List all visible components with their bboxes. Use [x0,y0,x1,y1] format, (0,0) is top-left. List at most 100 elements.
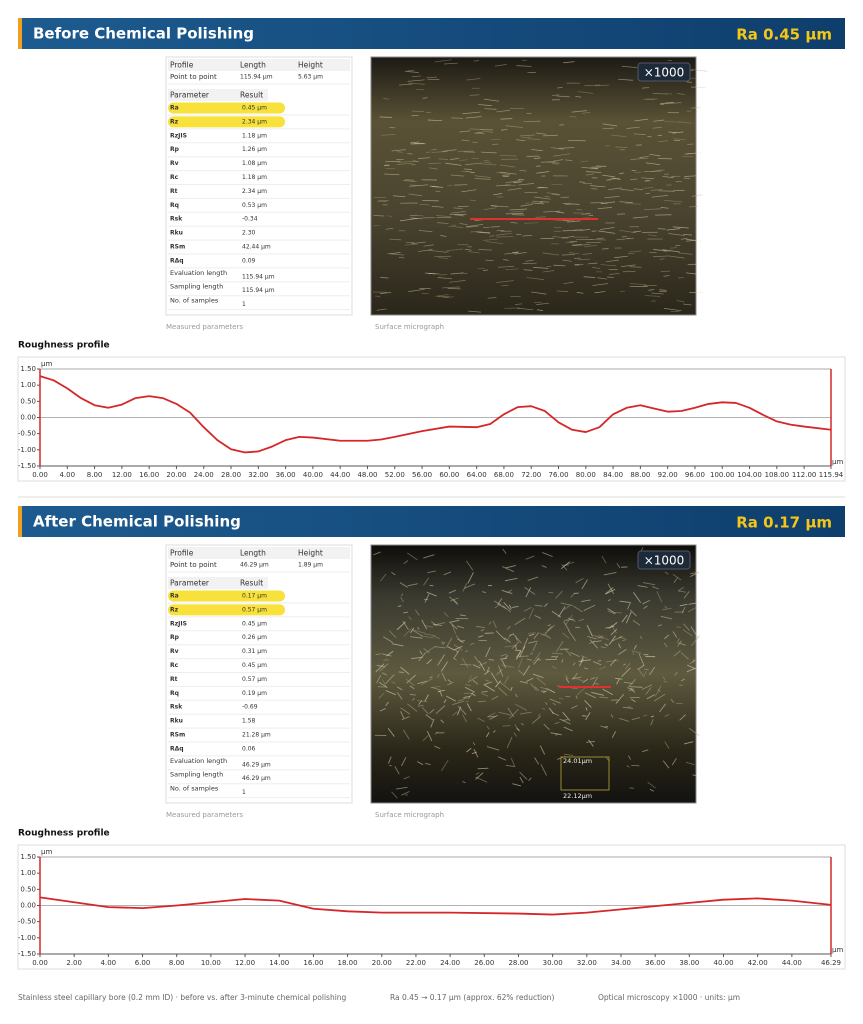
texture-streak [571,705,578,709]
x-tick-label: 12.00 [235,959,255,967]
texture-streak [649,666,656,676]
texture-streak [611,134,627,137]
magnification: ×1000 [644,554,685,568]
texture-streak [380,573,387,582]
texture-streak [398,671,404,673]
texture-streak [387,727,395,737]
texture-streak [519,169,527,172]
texture-streak [442,149,457,152]
param-name: Rz [170,118,179,125]
texture-streak [451,624,457,634]
texture-streak [379,708,386,712]
texture-streak [438,257,449,259]
texture-streak [443,571,452,576]
x-tick-label: 72.00 [521,471,541,479]
texture-streak [423,244,434,247]
texture-streak [423,624,434,628]
texture-streak [588,739,594,747]
texture-streak [499,155,517,157]
texture-streak [589,167,599,169]
texture-streak [679,121,692,124]
texture-streak [421,707,429,715]
texture-streak [532,642,538,652]
texture-streak [490,672,499,684]
texture-streak [581,599,591,603]
texture-streak [502,566,515,573]
texture-streak [498,266,515,268]
texture-streak [449,597,459,602]
texture-streak [411,164,416,166]
texture-streak [578,659,591,662]
texture-streak [494,605,499,609]
texture-streak [664,571,669,575]
texture-streak [491,205,509,208]
texture-streak [493,193,503,196]
texture-streak [605,625,615,629]
texture-streak [690,626,698,638]
texture-streak [513,732,518,737]
texture-streak [425,645,436,654]
param-name: Rq [170,690,179,697]
texture-streak [510,686,513,691]
texture-streak [399,83,413,86]
texture-streak [664,713,670,717]
texture-streak [662,676,666,681]
texture-streak [610,714,614,718]
texture-streak [437,654,446,666]
x-tick-label: 112.00 [792,471,817,479]
texture-streak [619,229,637,234]
texture-streak [469,128,482,130]
texture-streak [435,294,449,297]
texture-streak [424,593,430,603]
texture-streak [573,605,583,613]
texture-streak [483,207,497,211]
param-value: 2.30 [242,230,256,237]
texture-streak [469,94,480,96]
texture-streak [400,597,404,603]
texture-streak [571,243,582,246]
texture-streak [657,140,668,143]
texture-streak [563,61,575,64]
texture-streak [641,177,655,180]
texture-streak [561,659,564,663]
texture-streak [491,695,499,700]
texture-streak [584,692,597,699]
texture-streak [631,649,635,656]
texture-streak [384,173,400,176]
texture-streak [477,767,489,770]
texture-streak [418,230,433,233]
param-value: 0.17 µm [242,593,267,600]
texture-streak [551,665,557,670]
texture-streak [496,280,514,283]
texture-streak [450,174,465,177]
texture-streak [465,170,475,173]
section: After Chemical Polishing Ra 0.17 µm Profil… [17,506,846,970]
texture-streak [591,691,605,696]
texture-streak [556,290,569,292]
texture-streak [382,679,388,688]
table-caption: Measured parameters [166,323,243,331]
texture-streak [417,680,428,685]
param-value: 0.45 µm [242,105,267,112]
texture-streak [519,711,532,715]
table-header-cell: Result [240,579,263,588]
texture-streak [501,589,513,595]
texture-streak [660,207,669,209]
texture-streak [532,200,543,203]
param-name: Evaluation length [170,269,227,277]
param-name: Rp [170,634,180,641]
texture-streak [565,614,573,625]
texture-streak [453,657,457,661]
param-value: 0.09 [242,257,256,264]
texture-streak [554,721,560,725]
y-tick-label: -1.00 [18,446,36,454]
texture-streak [539,632,545,636]
param-value: 46.29 µm [242,775,271,782]
texture-streak [555,640,564,653]
texture-streak [447,288,461,290]
texture-streak [524,222,539,224]
texture-streak [691,635,700,647]
x-tick-label: 22.00 [406,959,426,967]
texture-streak [501,129,508,131]
texture-streak [478,249,492,251]
